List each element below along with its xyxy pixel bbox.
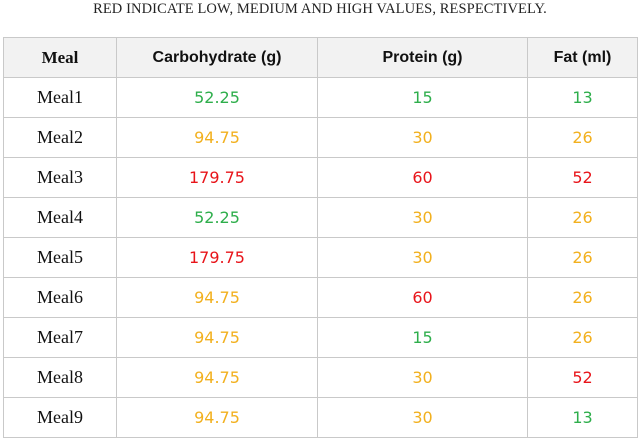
header-row: Meal Carbohydrate (g) Protein (g) Fat (m… [3,37,638,78]
table-row: Meal1 52.25 15 13 [3,77,638,118]
table-row: Meal5 179.75 30 26 [3,237,638,278]
header-protein: Protein (g) [317,37,528,78]
header-meal: Meal [3,37,117,78]
table-row: Meal6 94.75 60 26 [3,277,638,318]
meals-table: Meal Carbohydrate (g) Protein (g) Fat (m… [3,37,638,438]
fat-cell: 26 [527,117,638,158]
table-row: Meal8 94.75 30 52 [3,357,638,398]
protein-cell: 60 [317,157,528,198]
carbohydrate-cell: 94.75 [116,117,318,158]
carbohydrate-cell: 179.75 [116,237,318,278]
carbohydrate-cell: 94.75 [116,397,318,438]
meal-name-cell: Meal3 [3,157,117,198]
table-row: Meal3 179.75 60 52 [3,157,638,198]
meal-name-cell: Meal9 [3,397,117,438]
fat-cell: 13 [527,77,638,118]
header-carbohydrate: Carbohydrate (g) [116,37,318,78]
fat-cell: 52 [527,357,638,398]
protein-cell: 30 [317,357,528,398]
meal-name-cell: Meal4 [3,197,117,238]
carbohydrate-cell: 179.75 [116,157,318,198]
fat-cell: 13 [527,397,638,438]
fat-cell: 26 [527,197,638,238]
fat-cell: 26 [527,237,638,278]
meal-name-cell: Meal1 [3,77,117,118]
carbohydrate-cell: 94.75 [116,277,318,318]
carbohydrate-cell: 52.25 [116,77,318,118]
fat-cell: 26 [527,317,638,358]
table-caption: RED INDICATE LOW, MEDIUM AND HIGH VALUES… [93,1,547,17]
table-row: Meal2 94.75 30 26 [3,117,638,158]
table-row: Meal7 94.75 15 26 [3,317,638,358]
fat-cell: 26 [527,277,638,318]
meal-name-cell: Meal2 [3,117,117,158]
protein-cell: 60 [317,277,528,318]
table-body: Meal1 52.25 15 13 Meal2 94.75 30 26 Meal3 179.75 6… [3,77,638,438]
header-fat: Fat (ml) [527,37,638,78]
fat-cell: 52 [527,157,638,198]
protein-cell: 30 [317,397,528,438]
carbohydrate-cell: 52.25 [116,197,318,238]
meal-name-cell: Meal5 [3,237,117,278]
carbohydrate-cell: 94.75 [116,357,318,398]
table-row: Meal9 94.75 30 13 [3,397,638,438]
meal-name-cell: Meal6 [3,277,117,318]
protein-cell: 30 [317,237,528,278]
table-row: Meal4 52.25 30 26 [3,197,638,238]
carbohydrate-cell: 94.75 [116,317,318,358]
protein-cell: 15 [317,317,528,358]
meal-name-cell: Meal8 [3,357,117,398]
protein-cell: 30 [317,197,528,238]
protein-cell: 15 [317,77,528,118]
protein-cell: 30 [317,117,528,158]
meal-name-cell: Meal7 [3,317,117,358]
